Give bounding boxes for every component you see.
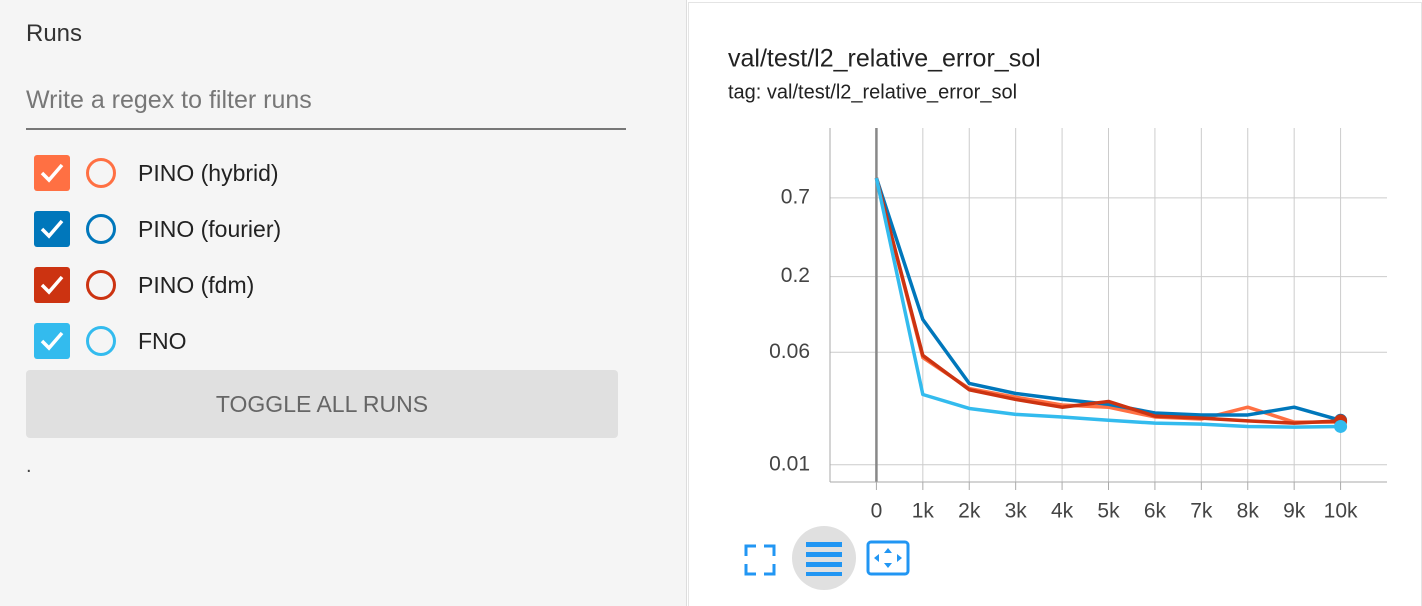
x-tick-label: 3k [1005,500,1028,523]
run-row: PINO (fdm) [34,267,254,303]
run-color-circle[interactable] [86,158,116,188]
x-tick-label: 10k [1324,500,1358,523]
y-tick-label: 0.01 [769,452,810,475]
legend-toggle-bg[interactable] [792,526,856,590]
run-name: PINO (hybrid) [138,159,279,186]
series-line [874,177,1341,425]
legend-icon [806,542,842,576]
run-color-circle[interactable] [86,270,116,300]
y-tick-label: 0.7 [781,185,810,208]
run-checkbox[interactable] [34,211,70,247]
x-tick-label: 1k [912,500,935,523]
series-line [874,177,1341,429]
run-color-circle[interactable] [86,214,116,244]
panel-border [688,2,1422,606]
footnote: . [26,455,32,477]
run-color-circle[interactable] [86,326,116,356]
filter-input[interactable]: Write a regex to filter runs [26,86,626,130]
check-icon [40,275,64,295]
x-tick-label: 0 [871,500,883,523]
run-checkbox[interactable] [34,267,70,303]
check-icon [40,331,64,351]
run-row: PINO (hybrid) [34,155,279,191]
chart-subtitle: tag: val/test/l2_relative_error_sol [728,81,1017,103]
run-checkbox[interactable] [34,323,70,359]
x-tick-label: 6k [1144,500,1167,523]
runs-title: Runs [26,20,83,47]
run-name: PINO (fdm) [138,271,255,298]
end-point [1334,419,1348,433]
chart-panel: val/test/l2_relative_error_sol tag: val/… [688,2,1422,606]
x-tick-label: 2k [958,500,981,523]
run-row: PINO (fourier) [34,211,281,247]
chart-title: val/test/l2_relative_error_sol [728,45,1041,73]
x-tick-label: 8k [1237,500,1260,523]
fullscreen-icon[interactable] [744,544,776,576]
check-icon [40,163,64,183]
toggle-button[interactable]: TOGGLE ALL RUNS [26,370,618,438]
run-checkbox[interactable] [34,155,70,191]
y-tick-label: 0.06 [769,340,810,363]
run-row: FNO [34,323,187,359]
sidebar: Runs Write a regex to filter runs PINO (… [0,0,687,606]
check-icon [40,219,64,239]
x-tick-label: 9k [1283,500,1306,523]
y-tick-label: 0.2 [781,264,810,287]
x-tick-label: 4k [1051,500,1074,523]
x-tick-label: 5k [1097,500,1120,523]
run-name: PINO (fourier) [138,215,282,242]
fit-domain-icon[interactable] [866,540,910,576]
run-name: FNO [138,327,187,354]
x-tick-label: 7k [1190,500,1213,523]
series-line [874,177,1342,422]
